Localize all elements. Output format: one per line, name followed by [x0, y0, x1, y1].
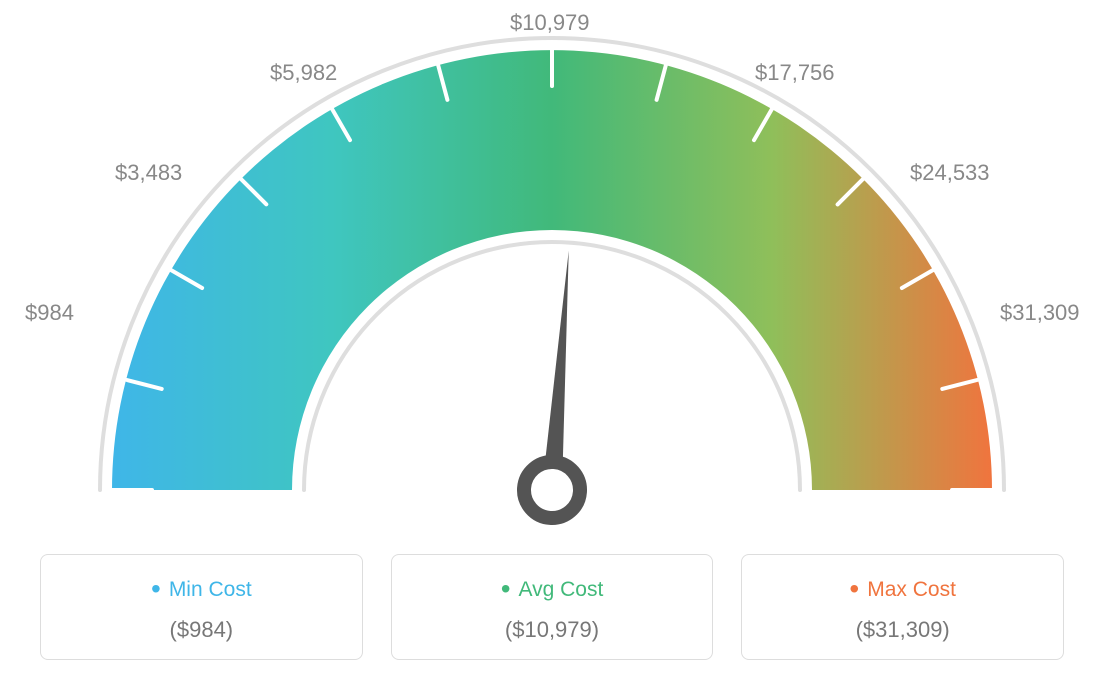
min-cost-value: ($984) [41, 617, 362, 643]
min-cost-card: Min Cost ($984) [40, 554, 363, 660]
tick-label-4: $17,756 [755, 60, 835, 86]
tick-label-2: $5,982 [270, 60, 337, 86]
tick-label-5: $24,533 [910, 160, 990, 186]
gauge-area: $984 $3,483 $5,982 $10,979 $17,756 $24,5… [0, 0, 1104, 540]
summary-cards: Min Cost ($984) Avg Cost ($10,979) Max C… [40, 554, 1064, 660]
avg-cost-label: Avg Cost [392, 573, 713, 605]
gauge-needle [522, 249, 597, 520]
min-cost-label: Min Cost [41, 573, 362, 605]
tick-label-1: $3,483 [115, 160, 182, 186]
max-cost-card: Max Cost ($31,309) [741, 554, 1064, 660]
max-cost-label: Max Cost [742, 573, 1063, 605]
gauge-svg [52, 20, 1052, 540]
tick-label-0: $984 [25, 300, 74, 326]
tick-label-6: $31,309 [1000, 300, 1080, 326]
avg-cost-value: ($10,979) [392, 617, 713, 643]
cost-gauge-infographic: $984 $3,483 $5,982 $10,979 $17,756 $24,5… [0, 0, 1104, 690]
avg-cost-card: Avg Cost ($10,979) [391, 554, 714, 660]
tick-label-3: $10,979 [510, 10, 590, 36]
max-cost-value: ($31,309) [742, 617, 1063, 643]
